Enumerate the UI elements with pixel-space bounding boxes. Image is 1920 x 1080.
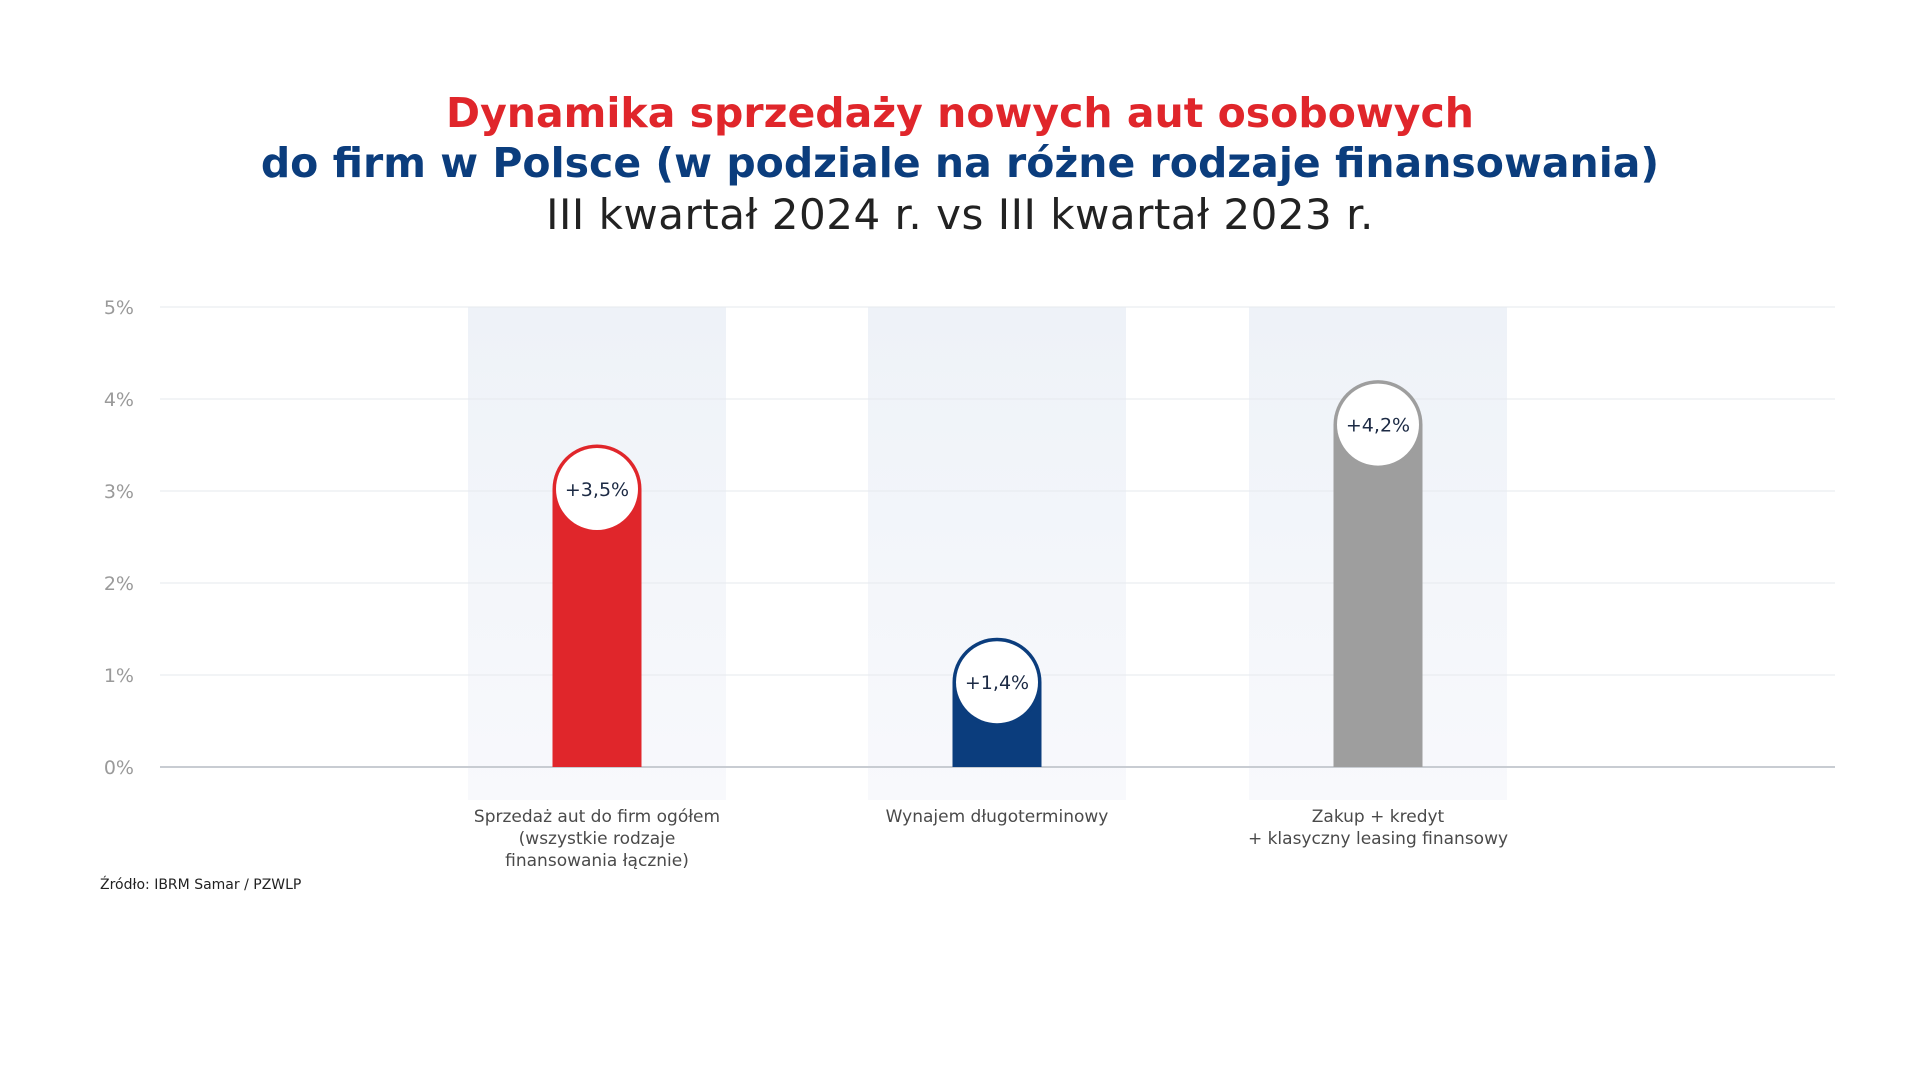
chart-title-line-1: Dynamika sprzedaży nowych aut osobowych [446,89,1474,137]
y-tick-label: 3% [104,481,134,503]
bars: +3,5% +1,4% +4,2% [552,380,1423,767]
data-label-3: +4,2% [1346,415,1410,437]
x-tick-label-line: finansowania łącznie) [505,851,689,871]
bar-1 [552,489,642,767]
y-tick-label: 4% [104,389,134,411]
x-tick-label-1: Sprzedaż aut do firm ogółem (wszystkie ro… [474,807,720,871]
y-axis: 0% 1% 2% 3% 4% 5% [104,297,134,779]
gridlines [160,306,1835,768]
x-tick-label-line: + klasyczny leasing finansowy [1248,829,1508,849]
x-tick-label-2: Wynajem długoterminowy [886,807,1109,827]
x-tick-label-line: Wynajem długoterminowy [886,807,1109,827]
bar-3 [1333,424,1423,767]
y-tick-label: 1% [104,665,134,687]
x-tick-label-line: (wszystkie rodzaje [519,829,676,849]
x-tick-label-line: Sprzedaż aut do firm ogółem [474,807,720,827]
x-axis-labels: Sprzedaż aut do firm ogółem (wszystkie ro… [474,807,1508,871]
y-tick-label: 0% [104,757,134,779]
data-label-1: +3,5% [565,479,629,501]
data-label-circle-3 [1337,383,1419,466]
y-tick-label: 5% [104,297,134,319]
x-tick-label-3: Zakup + kredyt + klasyczny leasing finans… [1248,807,1508,849]
data-label-circle-1 [556,448,638,530]
y-tick-label: 2% [104,573,134,595]
chart-title-block: Dynamika sprzedaży nowych aut osobowych … [0,88,1920,242]
source-note: Źródło: IBRM Samar / PZWLP [100,877,302,893]
chart-title-line-2: do firm w Polsce (w podziale na różne ro… [260,139,1660,187]
data-label-2: +1,4% [965,672,1029,694]
chart-subtitle: III kwartał 2024 r. vs III kwartał 2023 … [546,190,1374,239]
data-label-circle-2 [956,641,1038,724]
x-tick-label-line: Zakup + kredyt [1312,807,1445,827]
